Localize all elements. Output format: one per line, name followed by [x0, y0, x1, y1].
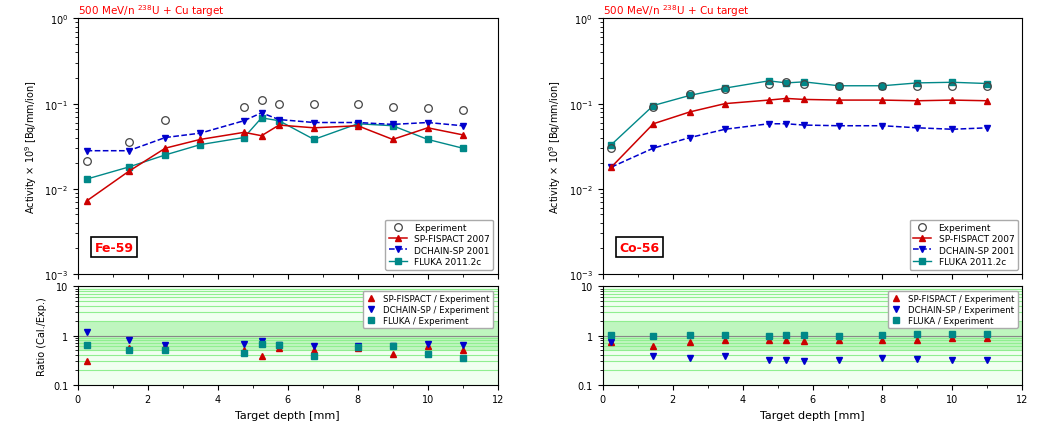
- Y-axis label: Activity × 10$^9$ [Bq/mm/ion]: Activity × 10$^9$ [Bq/mm/ion]: [547, 80, 564, 213]
- Bar: [603, 321, 1022, 350]
- Legend: Experiment, SP-FISPACT 2007, DCHAIN-SP 2001, FLUKA 2011.2c: Experiment, SP-FISPACT 2007, DCHAIN-SP 2…: [385, 220, 493, 270]
- Y-axis label: Activity × 10$^9$ [Bq/mm/ion]: Activity × 10$^9$ [Bq/mm/ion]: [23, 80, 38, 213]
- Legend: Experiment, SP-FISPACT 2007, DCHAIN-SP 2001, FLUKA 2011.2c: Experiment, SP-FISPACT 2007, DCHAIN-SP 2…: [909, 220, 1018, 270]
- Bar: [78, 321, 497, 350]
- Text: Fe-59: Fe-59: [94, 241, 134, 254]
- Legend: SP-FISPACT / Experiment, DCHAIN-SP / Experiment, FLUKA / Experiment: SP-FISPACT / Experiment, DCHAIN-SP / Exp…: [887, 291, 1018, 328]
- Text: 500 MeV/n $^{238}$U + Cu target: 500 MeV/n $^{238}$U + Cu target: [603, 3, 749, 19]
- X-axis label: Target depth [mm]: Target depth [mm]: [236, 410, 340, 420]
- Text: Co-56: Co-56: [620, 241, 659, 254]
- Text: 500 MeV/n $^{238}$U + Cu target: 500 MeV/n $^{238}$U + Cu target: [78, 3, 224, 19]
- X-axis label: Target depth [mm]: Target depth [mm]: [760, 410, 865, 420]
- Legend: SP-FISPACT / Experiment, DCHAIN-SP / Experiment, FLUKA / Experiment: SP-FISPACT / Experiment, DCHAIN-SP / Exp…: [362, 291, 493, 328]
- Y-axis label: Ratio (Cal./Exp.): Ratio (Cal./Exp.): [37, 297, 48, 375]
